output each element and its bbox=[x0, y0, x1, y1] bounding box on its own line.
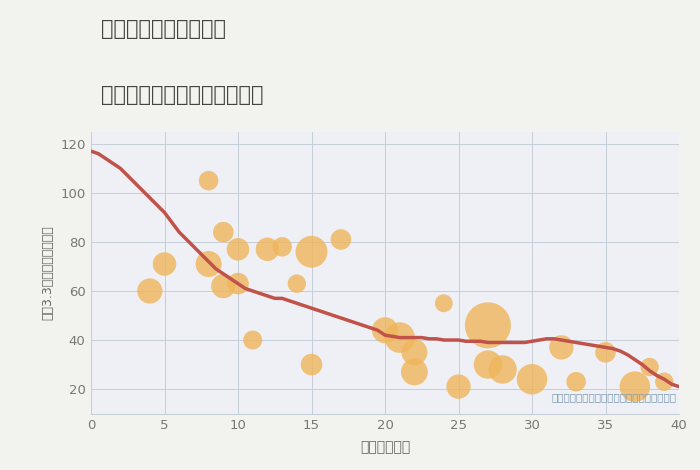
Point bbox=[306, 361, 317, 368]
Point bbox=[335, 236, 346, 243]
Point bbox=[570, 378, 582, 385]
Point bbox=[409, 349, 420, 356]
Point bbox=[276, 243, 288, 251]
Point bbox=[306, 248, 317, 256]
Point bbox=[482, 321, 493, 329]
Point bbox=[232, 245, 244, 253]
Point bbox=[218, 282, 229, 290]
Point bbox=[644, 363, 655, 371]
Point bbox=[144, 287, 155, 295]
Point bbox=[232, 280, 244, 287]
Point bbox=[600, 349, 611, 356]
Point bbox=[291, 280, 302, 287]
Point bbox=[262, 245, 273, 253]
Point bbox=[218, 228, 229, 236]
Point bbox=[409, 368, 420, 376]
Y-axis label: 坪（3.3㎡）単価（万円）: 坪（3.3㎡）単価（万円） bbox=[41, 225, 55, 320]
X-axis label: 築年数（年）: 築年数（年） bbox=[360, 440, 410, 454]
Point bbox=[203, 177, 214, 184]
Point bbox=[453, 383, 464, 391]
Point bbox=[394, 334, 405, 341]
Point bbox=[482, 361, 493, 368]
Point bbox=[379, 327, 391, 334]
Text: 築年数別中古マンション価格: 築年数別中古マンション価格 bbox=[102, 85, 264, 105]
Point bbox=[629, 383, 641, 391]
Point bbox=[203, 260, 214, 268]
Point bbox=[497, 366, 508, 373]
Point bbox=[438, 299, 449, 307]
Point bbox=[159, 260, 170, 268]
Point bbox=[556, 344, 567, 351]
Point bbox=[247, 336, 258, 344]
Text: 兵庫県姫路市紺屋町の: 兵庫県姫路市紺屋町の bbox=[102, 19, 227, 39]
Point bbox=[659, 378, 670, 385]
Point bbox=[526, 376, 538, 383]
Text: 円の大きさは、取引のあった物件面積を示す: 円の大きさは、取引のあった物件面積を示す bbox=[551, 392, 676, 402]
